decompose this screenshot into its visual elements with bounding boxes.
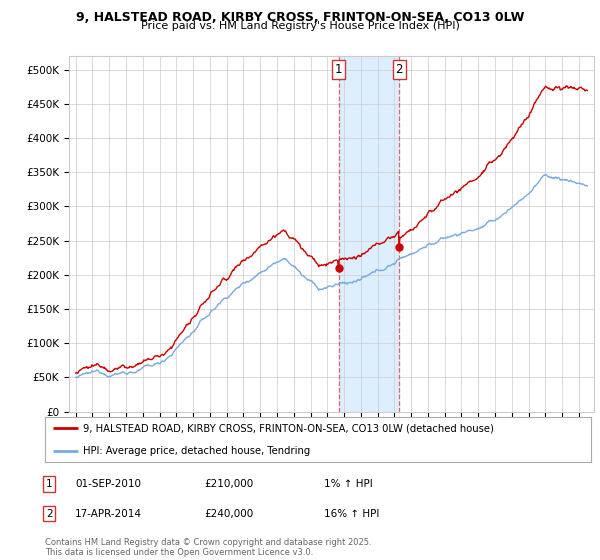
Text: 17-APR-2014: 17-APR-2014	[75, 508, 142, 519]
Text: 01-SEP-2010: 01-SEP-2010	[75, 479, 141, 489]
Text: 1: 1	[46, 479, 53, 489]
Text: 1% ↑ HPI: 1% ↑ HPI	[324, 479, 373, 489]
Bar	[338, 56, 399, 412]
Text: 2: 2	[46, 508, 53, 519]
Text: Contains HM Land Registry data © Crown copyright and database right 2025.
This d: Contains HM Land Registry data © Crown c…	[45, 538, 371, 557]
Text: 16% ↑ HPI: 16% ↑ HPI	[324, 508, 379, 519]
Text: 1: 1	[335, 63, 342, 76]
Text: £240,000: £240,000	[204, 508, 253, 519]
Text: 9, HALSTEAD ROAD, KIRBY CROSS, FRINTON-ON-SEA, CO13 0LW: 9, HALSTEAD ROAD, KIRBY CROSS, FRINTON-O…	[76, 11, 524, 24]
Text: Price paid vs. HM Land Registry's House Price Index (HPI): Price paid vs. HM Land Registry's House …	[140, 21, 460, 31]
Text: 2: 2	[395, 63, 403, 76]
Text: HPI: Average price, detached house, Tendring: HPI: Average price, detached house, Tend…	[83, 446, 310, 456]
Text: £210,000: £210,000	[204, 479, 253, 489]
Text: 9, HALSTEAD ROAD, KIRBY CROSS, FRINTON-ON-SEA, CO13 0LW (detached house): 9, HALSTEAD ROAD, KIRBY CROSS, FRINTON-O…	[83, 423, 494, 433]
